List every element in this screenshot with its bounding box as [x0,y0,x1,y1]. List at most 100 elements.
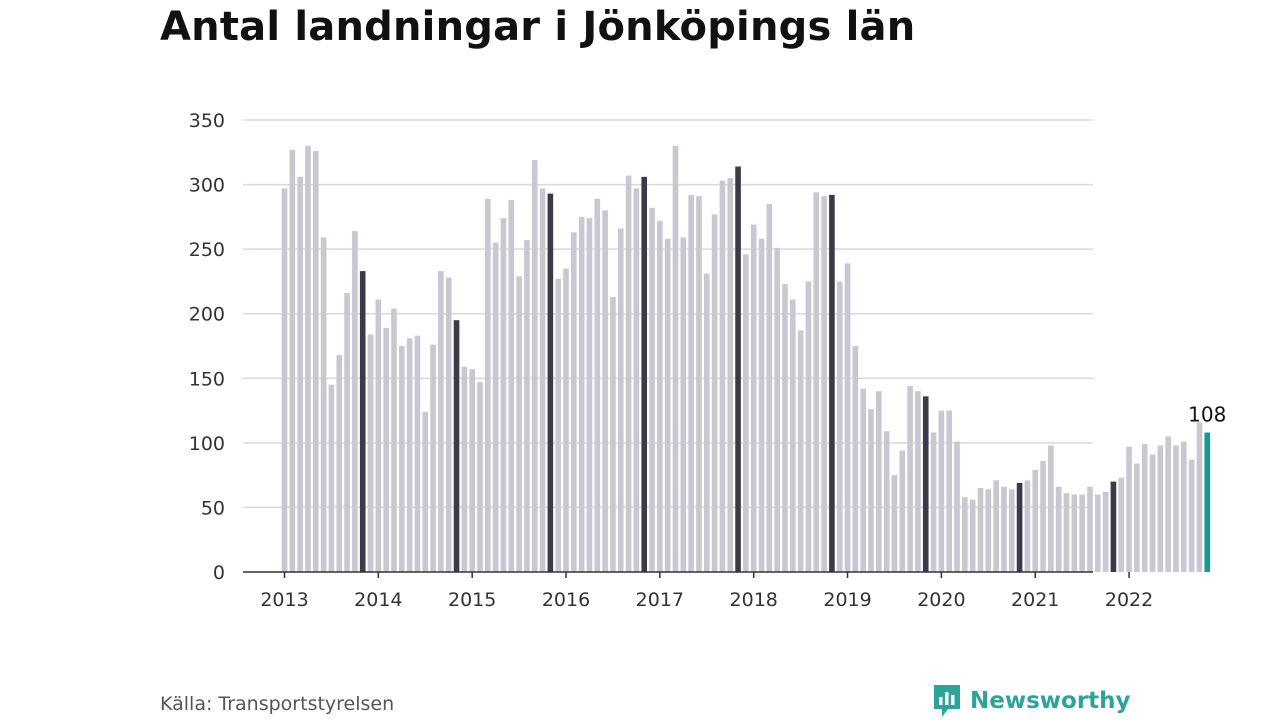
bar [1118,477,1125,572]
bar [336,355,343,572]
bar-highlight [547,193,554,572]
bar-highlight [1016,482,1023,572]
bar [711,214,718,572]
x-tick-label: 2021 [1011,589,1059,611]
bar [297,176,303,572]
data-labels: 108 [1188,403,1226,427]
x-axis: 2013 2014 2015 2016 2017 2018 2019 2020 2021 2022 [243,571,1153,611]
bar-highlight [829,194,835,572]
bar [672,145,679,573]
bar [657,220,663,572]
bar [821,196,827,573]
bar [1040,460,1046,572]
bar [281,188,288,572]
bar [969,499,976,572]
bar [680,237,687,572]
bar [1134,463,1140,572]
bar [1141,444,1148,572]
bar [985,489,992,572]
bar [844,263,851,572]
bar [391,308,397,572]
bar-highlight [453,320,460,572]
bar [524,240,530,573]
bar [852,346,859,572]
brand-name: Newsworthy [970,688,1131,714]
bar [868,409,874,572]
bar [1157,445,1164,572]
bar [946,410,952,572]
bar [516,276,522,572]
y-tick-label: 200 [189,304,225,326]
bar [617,228,624,573]
bar [1165,436,1171,572]
bar-highlight [922,396,929,572]
bar [367,334,374,572]
bar [1196,422,1203,572]
bar [899,450,906,572]
bar [1149,454,1156,572]
bar-highlight [1110,481,1117,572]
bar [782,284,788,572]
x-tick-label: 2022 [1105,589,1153,611]
bar [477,382,483,572]
bar [1008,489,1015,572]
chart-title: Antal landningar i Jönköpings län [160,4,916,50]
bar [703,273,710,572]
y-tick-label: 150 [189,368,225,390]
bar [1032,469,1039,572]
brand-logo: Newsworthy [932,683,1131,719]
bar [352,231,358,572]
bar [1048,445,1054,572]
x-tick-label: 2018 [730,589,778,611]
bar [289,149,296,572]
bar [664,238,671,572]
newsworthy-icon [934,685,960,717]
bar [993,480,999,572]
bar [930,432,937,572]
bar-highlight [359,271,366,572]
bar [1181,441,1187,572]
bar [836,281,843,572]
y-tick-label: 50 [201,497,225,519]
bar [805,281,812,572]
x-tick-label: 2015 [448,589,496,611]
bar [813,192,820,572]
bar [508,200,515,572]
bar [1173,445,1179,572]
bar [1063,493,1070,572]
x-tick-label: 2017 [636,589,684,611]
bar [790,299,796,572]
bars [281,145,1211,573]
bar [891,475,898,572]
bar [719,180,726,572]
bar [430,344,436,572]
bar [649,207,655,572]
bar [485,198,491,572]
y-axis: 0 50 100 150 200 250 300 350 [189,110,225,584]
y-tick-label: 300 [189,175,225,197]
bar [539,188,546,572]
bar [328,384,335,572]
bar [344,293,350,572]
bar [469,369,475,572]
bar [555,278,561,572]
bar-highlight [641,176,648,572]
data-label-latest: 108 [1188,403,1226,427]
bar-latest [1204,432,1211,572]
y-tick-label: 350 [189,110,225,132]
bar [500,218,507,573]
bar [461,366,468,572]
bar [625,175,632,572]
bar [907,386,913,572]
x-tick-label: 2016 [542,589,590,611]
bar [531,160,538,572]
x-tick-label: 2020 [917,589,965,611]
bar [766,203,773,572]
bar [743,254,749,572]
bar [305,145,311,573]
y-tick-label: 0 [213,562,225,584]
bar [688,194,694,572]
y-tick-label: 100 [189,433,225,455]
bar [438,271,444,572]
